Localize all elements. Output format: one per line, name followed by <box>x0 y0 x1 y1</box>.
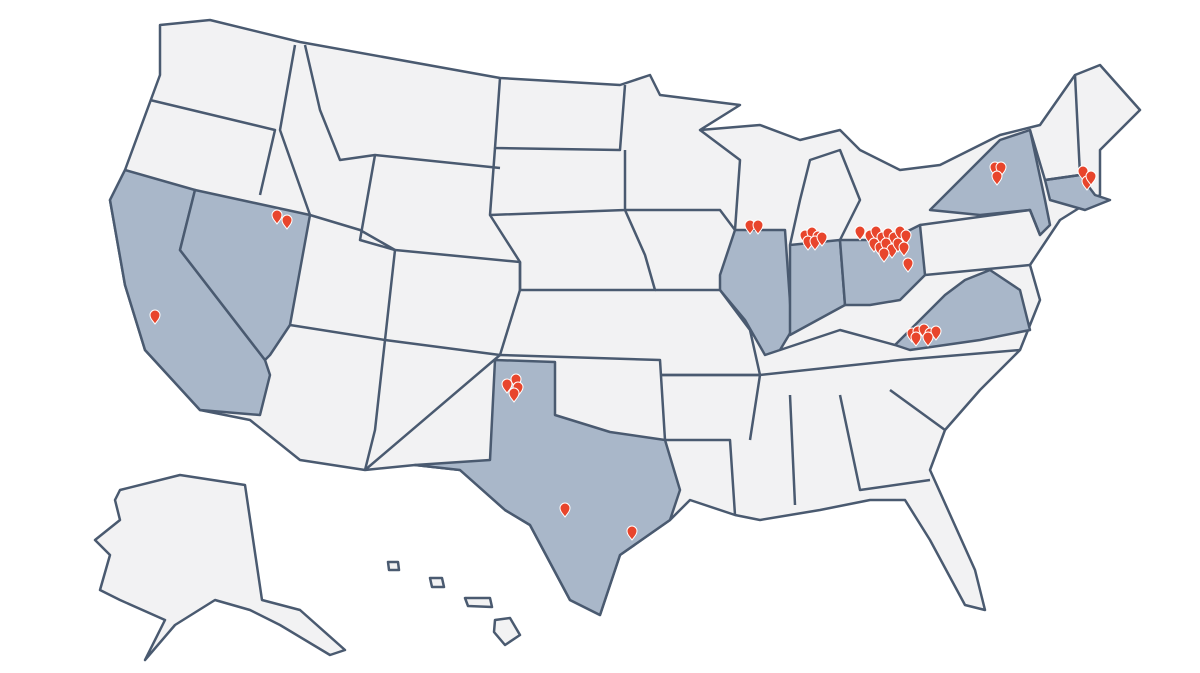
border <box>889 388 946 432</box>
location-marker[interactable] <box>902 257 914 273</box>
border <box>488 209 657 292</box>
border <box>625 208 736 231</box>
location-marker[interactable] <box>508 387 520 403</box>
location-marker[interactable] <box>900 229 912 245</box>
border <box>788 394 797 506</box>
border <box>759 348 1021 377</box>
border <box>303 44 501 170</box>
location-marker[interactable] <box>271 209 283 225</box>
markers <box>149 161 1097 541</box>
texas <box>413 358 682 617</box>
states <box>93 18 1142 662</box>
location-marker[interactable] <box>816 231 828 247</box>
location-marker[interactable] <box>744 219 756 235</box>
location-marker[interactable] <box>991 170 1003 186</box>
border <box>919 208 1042 236</box>
location-marker[interactable] <box>910 331 922 347</box>
location-marker[interactable] <box>898 241 910 257</box>
border <box>788 148 862 246</box>
location-marker[interactable] <box>854 225 866 241</box>
border <box>278 44 312 216</box>
location-marker[interactable] <box>281 214 293 230</box>
state-borders <box>149 44 1082 516</box>
border <box>499 353 667 441</box>
border <box>363 339 387 471</box>
location-marker[interactable] <box>626 525 638 541</box>
hawaii-1 <box>492 616 522 647</box>
border <box>779 328 896 352</box>
border <box>488 147 627 217</box>
border <box>498 289 522 356</box>
location-marker[interactable] <box>501 378 513 394</box>
location-marker[interactable] <box>752 219 764 235</box>
border <box>1028 74 1082 182</box>
location-marker[interactable] <box>559 502 571 518</box>
location-marker[interactable] <box>1085 170 1097 186</box>
location-marker[interactable] <box>922 331 934 347</box>
location-marker[interactable] <box>149 309 161 325</box>
border <box>493 77 627 152</box>
border <box>149 98 277 196</box>
illinois <box>718 228 794 357</box>
hawaii-2 <box>463 596 494 609</box>
border <box>665 438 737 516</box>
alaska <box>93 473 347 662</box>
hawaii-4 <box>386 560 401 572</box>
hawaii-3 <box>428 576 446 589</box>
border <box>838 394 931 492</box>
border <box>699 129 742 231</box>
border <box>924 263 1031 277</box>
location-marker[interactable] <box>878 247 890 263</box>
